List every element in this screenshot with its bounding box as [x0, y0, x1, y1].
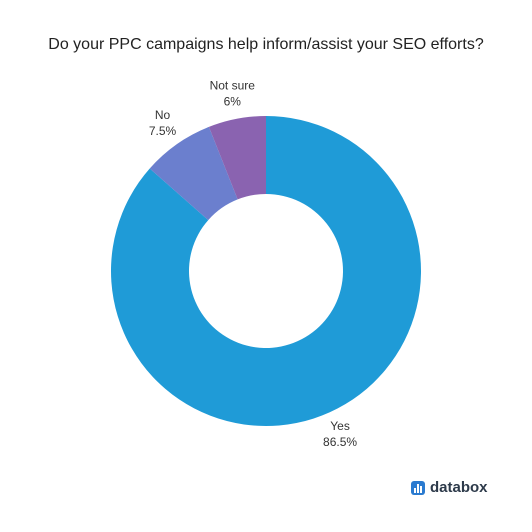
logo-bar [417, 484, 419, 493]
logo-bar [420, 486, 422, 493]
logo-bar [414, 488, 416, 493]
logo-text: databox [430, 479, 488, 496]
chart-title: Do your PPC campaigns help inform/assist… [48, 36, 484, 53]
slice-value: 6% [224, 94, 242, 108]
donut-slice [149, 126, 238, 221]
donut-slice [208, 116, 266, 200]
logo: databox [411, 479, 488, 496]
slice-label: No [155, 108, 171, 122]
slice-label: Not sure [210, 78, 256, 92]
slice-value: 86.5% [323, 435, 357, 449]
slice-label: Yes [330, 419, 350, 433]
donut-slice [110, 116, 422, 426]
slice-value: 7.5% [149, 124, 177, 138]
